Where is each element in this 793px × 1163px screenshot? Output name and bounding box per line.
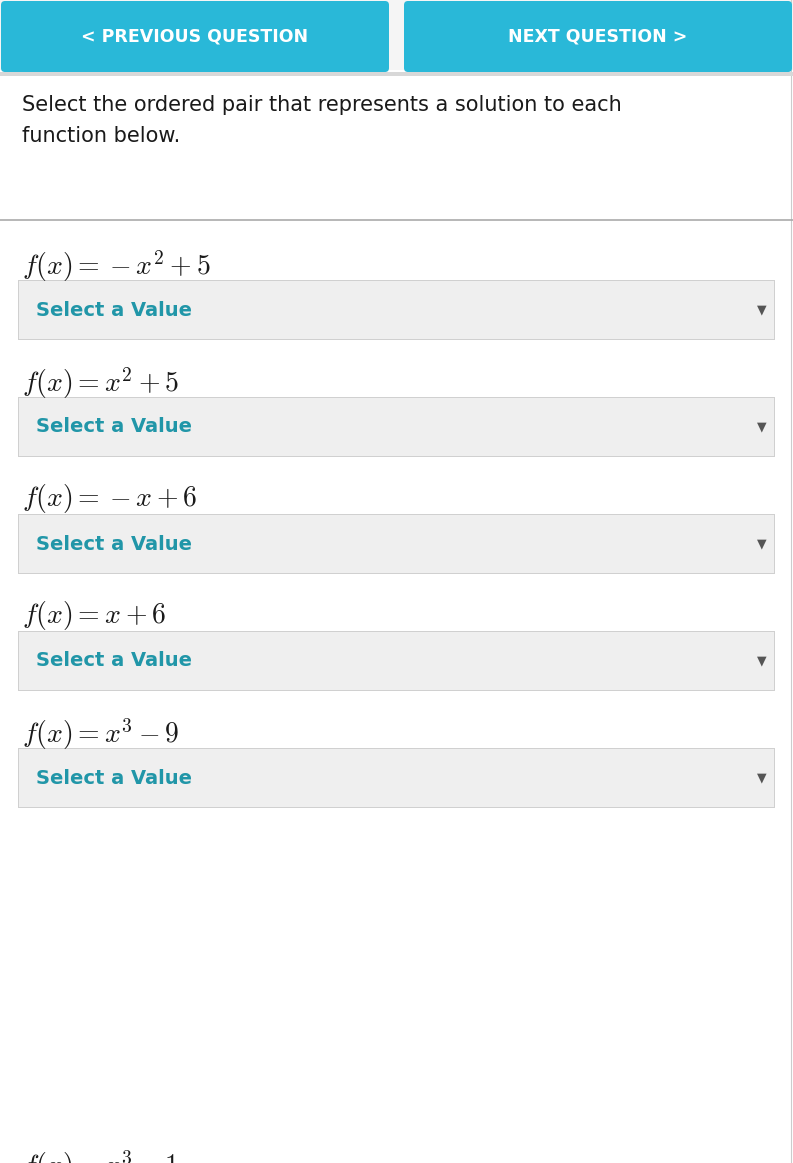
Bar bbox=[19, 632, 774, 690]
Text: $f(x) = -x^2 + 5$: $f(x) = -x^2 + 5$ bbox=[22, 248, 210, 284]
Text: ▼: ▼ bbox=[757, 421, 767, 434]
Text: Select a Value: Select a Value bbox=[36, 300, 192, 320]
Text: Select a Value: Select a Value bbox=[36, 535, 192, 554]
Text: < PREVIOUS QUESTION: < PREVIOUS QUESTION bbox=[82, 28, 308, 45]
FancyBboxPatch shape bbox=[404, 1, 792, 72]
Text: $f(x) = x + 6$: $f(x) = x + 6$ bbox=[22, 599, 167, 632]
Text: Select a Value: Select a Value bbox=[36, 651, 192, 671]
Text: $f(x) = -x + 6$: $f(x) = -x + 6$ bbox=[22, 481, 197, 515]
Text: $f(x) = x^3 - 9$: $f(x) = x^3 - 9$ bbox=[22, 716, 179, 751]
Bar bbox=[18, 632, 775, 691]
Bar bbox=[0, 72, 793, 76]
Text: ▼: ▼ bbox=[757, 771, 767, 785]
Bar bbox=[0, 0, 793, 70]
Text: ▼: ▼ bbox=[757, 655, 767, 668]
Text: Select the ordered pair that represents a solution to each
function below.: Select the ordered pair that represents … bbox=[22, 95, 622, 147]
Text: Select a Value: Select a Value bbox=[36, 418, 192, 436]
Bar bbox=[18, 280, 775, 340]
Bar bbox=[19, 398, 774, 456]
FancyBboxPatch shape bbox=[1, 1, 389, 72]
Bar bbox=[19, 281, 774, 338]
Text: ▼: ▼ bbox=[757, 537, 767, 550]
Text: Select a Value: Select a Value bbox=[36, 769, 192, 787]
Bar bbox=[19, 749, 774, 807]
Text: ▼: ▼ bbox=[757, 304, 767, 316]
Bar bbox=[19, 515, 774, 573]
Text: NEXT QUESTION >: NEXT QUESTION > bbox=[508, 28, 688, 45]
Text: $f(x) = x^2 + 5$: $f(x) = x^2 + 5$ bbox=[22, 365, 179, 400]
Bar bbox=[18, 397, 775, 457]
Bar bbox=[18, 748, 775, 808]
Text: $f(x) = x^3 - 1$: $f(x) = x^3 - 1$ bbox=[22, 1148, 178, 1163]
Bar bbox=[18, 514, 775, 575]
